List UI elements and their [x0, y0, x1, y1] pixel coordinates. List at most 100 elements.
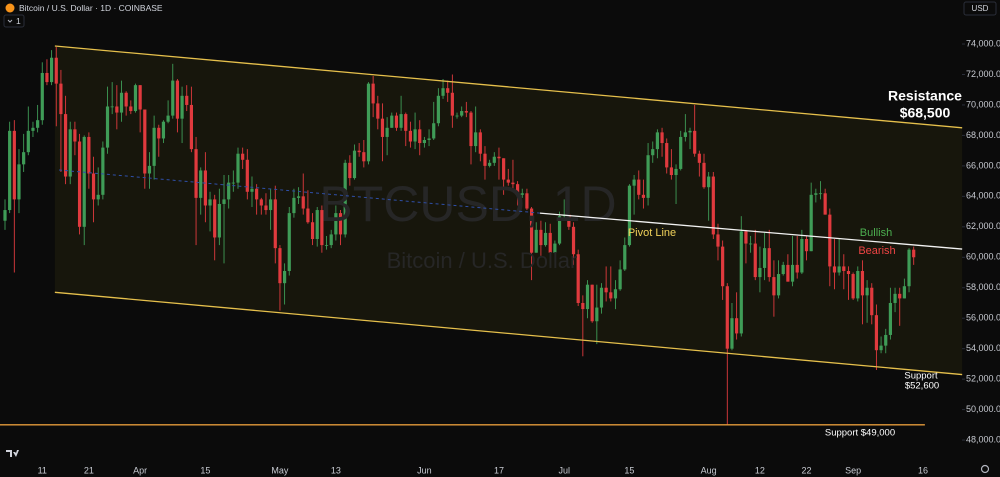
candle-body [879, 345, 883, 351]
y-tick-label: 56,000.00 [966, 313, 1000, 323]
x-tick-label: Apr [133, 465, 147, 475]
candle-body [432, 123, 436, 139]
candle-body [338, 213, 343, 235]
currency-button[interactable] [963, 1, 997, 16]
candle-body [455, 115, 459, 117]
candle-body [912, 249, 916, 258]
indicators-toggle[interactable] [3, 14, 25, 28]
annotation: Support $49,000 [825, 428, 895, 439]
candle-body [143, 109, 147, 174]
candle-body [604, 287, 608, 293]
candle-body [376, 103, 380, 119]
trend-line [59, 169, 541, 214]
candle-body [529, 208, 534, 253]
y-tick-label: 48,000.00 [966, 434, 1000, 444]
candle-body [702, 162, 706, 188]
candle-body [334, 213, 338, 235]
candle-body [543, 232, 548, 246]
candle-body [296, 196, 301, 198]
candle-body [418, 129, 422, 144]
candle-body [54, 57, 58, 84]
candle-body [115, 106, 119, 113]
candle-body [227, 182, 231, 200]
candle-body [236, 153, 240, 183]
candle-body [627, 185, 632, 246]
x-tick-label: May [271, 465, 289, 475]
candle-body [26, 130, 30, 153]
candle-body [329, 234, 333, 246]
symbol-icon [5, 3, 15, 13]
candle-body [133, 85, 138, 112]
candle-body [101, 147, 105, 195]
candle-body [758, 267, 762, 278]
candle-body [3, 210, 7, 221]
candle-body [772, 277, 776, 296]
settings-button[interactable] [980, 464, 990, 474]
candle-body [590, 284, 594, 322]
logo [6, 450, 19, 457]
candle-body [795, 264, 799, 273]
candle-body [269, 199, 273, 211]
candle-body [362, 152, 366, 162]
candle-body [837, 266, 841, 273]
candle-body [865, 287, 869, 296]
candle-body [119, 92, 124, 113]
candle-body [548, 232, 552, 253]
candle-body [730, 318, 734, 349]
candle-body [68, 129, 72, 177]
candle-body [637, 179, 641, 195]
candle-body [306, 208, 310, 223]
candle-body [474, 132, 478, 147]
annotation: Pivot Line [628, 227, 676, 239]
candle-body [567, 214, 571, 227]
candle-body [17, 164, 21, 200]
candle-body [557, 216, 562, 244]
overlay [0, 45, 963, 426]
x-tick-label: 15 [200, 465, 210, 475]
candle-body [73, 129, 77, 142]
candle-body [357, 150, 361, 153]
candle-body [725, 286, 729, 349]
candle-body [786, 264, 790, 282]
x-tick-label: 17 [494, 465, 504, 475]
candle-body [641, 194, 646, 198]
candle-body [245, 159, 249, 192]
candle-body [129, 106, 133, 112]
annotation: $68,500 [900, 105, 951, 121]
candle-body [576, 254, 580, 303]
candle-body [399, 114, 403, 128]
candle-body [660, 132, 664, 144]
candle-body [105, 106, 110, 148]
candle-body [446, 88, 450, 93]
candle-body [697, 153, 701, 163]
y-tick-label: 58,000.00 [966, 282, 1000, 292]
x-tick-label: 16 [918, 465, 928, 475]
candle-body [59, 83, 63, 115]
candle-body [483, 153, 487, 166]
y-tick-label: 50,000.00 [966, 404, 1000, 414]
candle-body [502, 158, 506, 180]
annotation: Resistance [888, 88, 962, 104]
candle-body [287, 213, 291, 271]
candle-body [753, 243, 757, 278]
candle-body [259, 199, 263, 206]
candle-body [40, 72, 44, 121]
candle-body [618, 269, 622, 290]
x-tick-label: Jun [417, 465, 432, 475]
y-tick-label: 68,000.00 [966, 130, 1000, 140]
candle-body [427, 138, 431, 140]
candle-body [301, 196, 305, 209]
candle-body [87, 136, 91, 174]
candle-body [385, 127, 389, 137]
x-tick-label: 21 [84, 465, 94, 475]
candle-body [790, 264, 795, 282]
candle-body [632, 179, 636, 186]
trend-line [54, 291, 963, 376]
candle-body [278, 248, 282, 284]
y-tick-label: 74,000.00 [966, 38, 1000, 48]
candle-body [91, 173, 96, 200]
candle-body [273, 199, 277, 249]
candle-body [231, 182, 235, 184]
candle-body [539, 229, 543, 246]
candle-body [776, 274, 781, 296]
